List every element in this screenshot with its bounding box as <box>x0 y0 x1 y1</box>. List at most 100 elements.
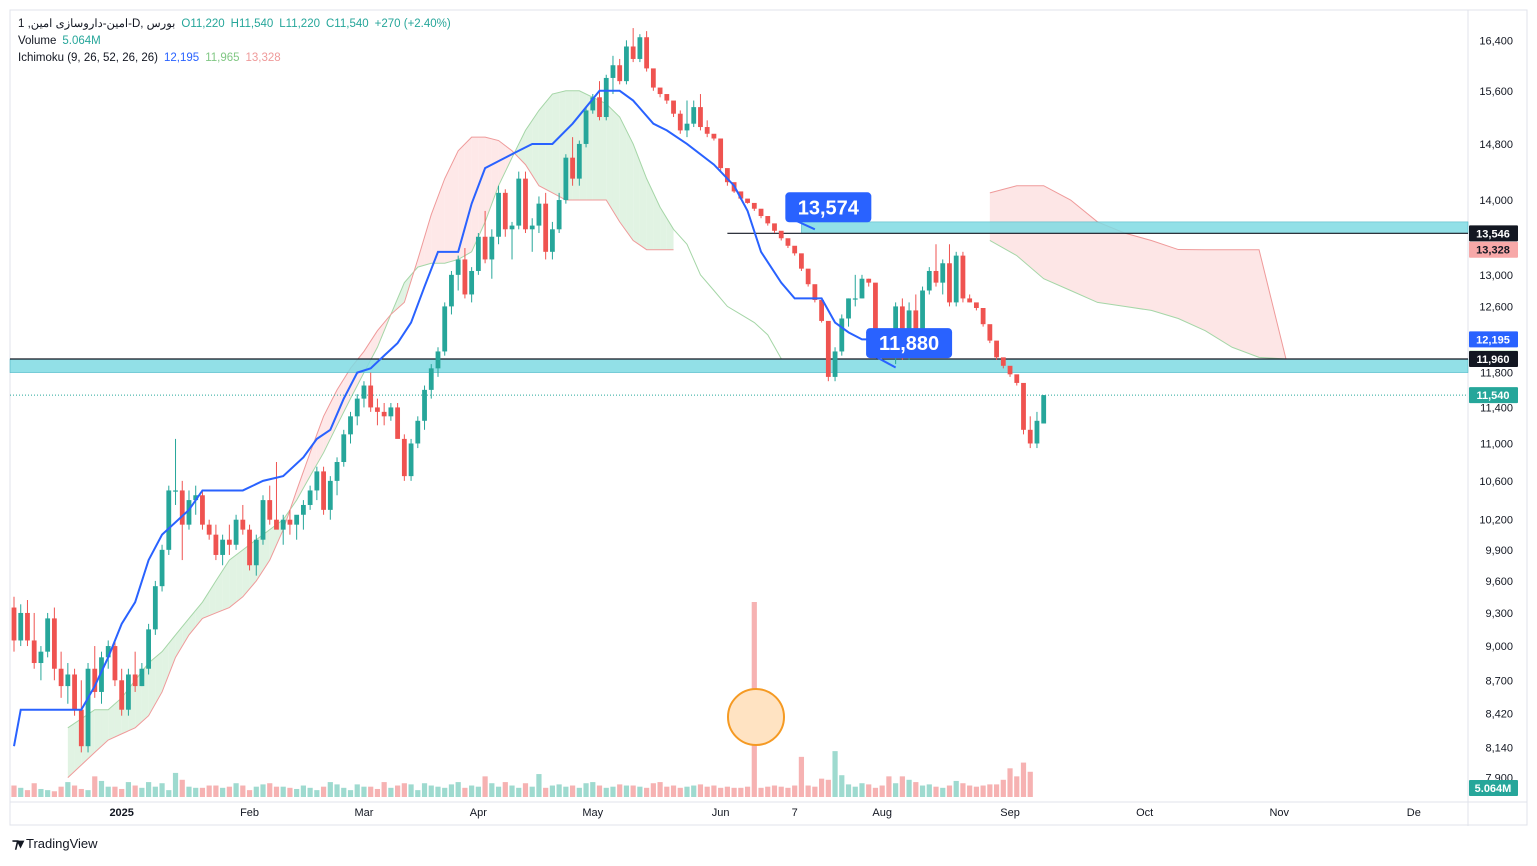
ichimoku-cloud-segment <box>323 403 331 453</box>
candle-body <box>819 300 824 321</box>
candle-body <box>361 385 367 399</box>
candle-body <box>603 77 609 118</box>
ichimoku-cloud-segment <box>612 110 620 222</box>
candle-body <box>852 298 858 300</box>
candle-body <box>785 238 791 246</box>
x-axis-tick-label: Feb <box>240 807 259 819</box>
volume-bar <box>940 787 946 797</box>
volume-bar <box>152 786 158 797</box>
price-tag-label: 5.064M <box>1475 783 1512 795</box>
ichimoku-cloud-segment <box>101 709 109 747</box>
candle-body <box>422 389 427 421</box>
candle-body <box>206 524 212 535</box>
candle-body <box>913 310 919 344</box>
volume-bar <box>172 772 179 797</box>
price-tag-label: 12,195 <box>1476 334 1510 346</box>
x-axis-tick-label: Aug <box>872 807 892 819</box>
ichimoku-row[interactable]: Ichimoku (9, 26, 52, 26, 26) 12,195 11,9… <box>18 50 451 67</box>
candle-body <box>65 674 71 687</box>
change-value: +270 (+2.40%) <box>374 18 451 30</box>
candle-body <box>253 539 259 566</box>
volume-bar <box>327 782 333 797</box>
x-axis-tick-label: 7 <box>792 807 798 819</box>
candle-body <box>314 471 320 491</box>
candle-body <box>449 274 454 307</box>
ichimoku-cloud-segment <box>518 130 526 165</box>
volume-row[interactable]: Volume 5.064M <box>18 33 451 50</box>
volume-bar <box>812 786 818 797</box>
candle-body <box>475 236 481 271</box>
volume-bar <box>125 782 132 797</box>
volume-bar <box>536 774 542 797</box>
candle-body <box>832 351 838 377</box>
volume-bar <box>872 787 879 797</box>
candle-body <box>334 462 340 481</box>
y-axis-tick-label: 10,600 <box>1479 476 1513 488</box>
volume-bar <box>711 785 717 797</box>
volume-bar <box>374 788 381 797</box>
candle-body <box>78 709 84 747</box>
volume-bar <box>785 787 791 797</box>
volume-bar <box>522 783 529 797</box>
candle-body <box>650 68 656 88</box>
candle-body <box>745 198 750 203</box>
volume-bar <box>1007 768 1013 797</box>
volume-bar <box>724 786 730 797</box>
ichimoku-value-2: 11,965 <box>205 52 240 64</box>
volume-bar <box>11 785 17 797</box>
candle-body <box>1000 357 1006 366</box>
price-tag-bg <box>1469 225 1518 242</box>
candle-body <box>947 263 952 303</box>
candle-body <box>72 674 77 710</box>
ichimoku-cloud-segment <box>633 143 640 246</box>
volume-bar <box>590 782 596 797</box>
volume-bar <box>233 783 239 797</box>
price-tag: 13,328 <box>1469 241 1518 258</box>
ichimoku-cloud-segment <box>202 591 210 619</box>
candle-body <box>442 306 448 352</box>
candle-body <box>321 471 326 510</box>
candle-body <box>287 519 293 525</box>
tradingview-brand[interactable]: ⁊▾ TradingView <box>12 835 98 852</box>
volume-bar <box>893 783 899 797</box>
senkou-span-b-line <box>67 136 674 779</box>
price-tag-label: 11,960 <box>1476 354 1509 366</box>
candle-body <box>973 302 979 308</box>
candle-body <box>926 270 932 291</box>
volume-bar <box>401 783 407 797</box>
callout-pointer <box>868 352 897 369</box>
ichimoku-cloud-segment <box>639 161 647 250</box>
volume-bar <box>314 790 320 797</box>
senkou-span-a-line <box>67 90 782 729</box>
price-tag: 5.064M <box>1469 780 1518 796</box>
candle-body <box>11 607 17 641</box>
candle-body <box>381 411 387 417</box>
candle-body <box>657 87 663 95</box>
volume-bar <box>469 785 475 797</box>
volume-bar <box>421 783 428 797</box>
candle-body <box>799 253 804 269</box>
candle-body <box>200 495 205 525</box>
y-axis-tick-label: 16,400 <box>1479 35 1513 47</box>
volume-bar <box>139 787 145 797</box>
orange-marker-circle <box>727 688 785 746</box>
candle-body <box>805 268 811 285</box>
volume-bar <box>569 785 576 797</box>
ichimoku-cloud-segment <box>269 524 277 561</box>
volume-bar <box>462 787 468 797</box>
x-axis-tick-label: Sep <box>1000 807 1020 819</box>
volume-bar <box>879 785 885 797</box>
ichimoku-future-cloud <box>989 185 1286 360</box>
candle-body <box>866 278 872 283</box>
volume-bar <box>677 787 683 797</box>
ichimoku-label: Ichimoku (9, 26, 52, 26, 26) <box>18 52 158 64</box>
y-axis-tick-label: 14,000 <box>1479 195 1513 207</box>
volume-bar <box>657 782 663 797</box>
volume-bar <box>973 786 979 797</box>
candle-body <box>119 680 125 710</box>
candle-body <box>112 646 118 681</box>
symbol-title[interactable]: 1 ,امین-داروسازی امین-D, بورس <box>18 18 176 30</box>
ichimoku-cloud-segment <box>464 137 472 256</box>
